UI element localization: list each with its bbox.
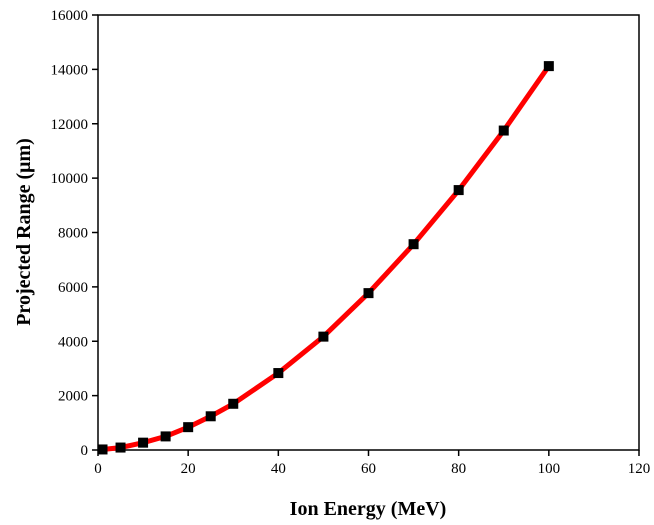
y-axis-title: Projected Range (μm) [13, 138, 35, 326]
data-point [115, 442, 126, 453]
data-point [160, 431, 171, 442]
plot-frame [97, 14, 640, 451]
x-tick-label: 100 [538, 461, 561, 477]
y-tick-label: 4000 [58, 334, 88, 350]
y-tick-label: 8000 [58, 226, 88, 242]
data-point [363, 288, 374, 299]
y-tick-label: 2000 [58, 389, 88, 405]
data-point [543, 61, 554, 72]
y-tick-label: 10000 [51, 171, 89, 187]
data-point [205, 411, 216, 422]
data-point [498, 125, 509, 136]
data-point [228, 398, 239, 409]
data-point [453, 185, 464, 196]
y-tick-label: 0 [81, 443, 89, 459]
y-tick-label: 16000 [51, 8, 89, 24]
x-tick-label: 40 [271, 461, 286, 477]
data-markers [97, 61, 554, 455]
x-tick-label: 0 [94, 461, 102, 477]
data-point [318, 331, 329, 342]
y-tick-label: 14000 [51, 62, 89, 78]
data-point [138, 437, 149, 448]
ticks [92, 14, 640, 456]
y-tick-label: 6000 [58, 280, 88, 296]
x-tick-label: 60 [361, 461, 376, 477]
tick-labels: 0 20 40 60 80 100 120 0 2000 4000 6000 8000 10000 120… [51, 8, 651, 477]
data-point [183, 422, 194, 433]
x-tick-label: 80 [451, 461, 466, 477]
data-point [97, 444, 108, 455]
x-axis-title: Ion Energy (MeV) [290, 498, 447, 520]
y-tick-label: 12000 [51, 117, 89, 133]
data-point [408, 239, 419, 250]
x-tick-label: 120 [628, 461, 651, 477]
series-line [100, 63, 552, 452]
x-tick-label: 20 [181, 461, 196, 477]
data-point [273, 368, 284, 379]
